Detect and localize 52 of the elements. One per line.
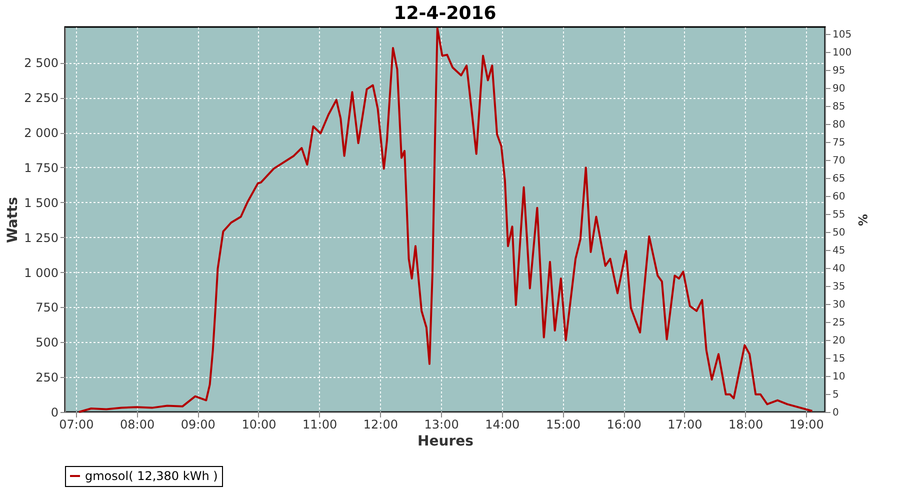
y2-tick-label: 75 <box>832 138 846 149</box>
y2-tick-label: 80 <box>832 120 846 131</box>
legend-label: gmosol( 12,380 kWh ) <box>85 469 218 483</box>
x-tick-label: 18:00 <box>728 418 764 432</box>
y-tick-label: 2 500 <box>24 56 58 70</box>
y-tick-label: 1 000 <box>24 266 58 280</box>
x-tick-label: 14:00 <box>485 418 520 432</box>
y2-tick-label: 60 <box>832 192 846 203</box>
x-tick-label: 11:00 <box>302 418 338 432</box>
x-tick-label: 17:00 <box>668 418 702 432</box>
x-tick-label: 12:00 <box>363 418 398 432</box>
chart-title: 12-4-2016 <box>394 3 496 24</box>
y-axis-title: Watts <box>5 196 22 244</box>
y2-tick-label: 90 <box>832 84 846 95</box>
y2-axis-title: % <box>856 214 870 226</box>
x-tick-label: 10:00 <box>242 418 276 432</box>
x-tick-label: 13:00 <box>424 418 459 432</box>
y2-tick-label: 70 <box>832 156 846 167</box>
y-tick-label: 1 250 <box>24 230 58 245</box>
y2-tick-label: 95 <box>832 66 846 77</box>
line-series <box>78 27 814 413</box>
y2-tick-label: 20 <box>832 336 846 347</box>
y2-tick-label: 85 <box>832 102 846 113</box>
y-tick-label: 500 <box>36 336 58 350</box>
y2-tick-label: 30 <box>832 300 846 311</box>
y-tick-label: 2 000 <box>24 126 58 140</box>
y2-tick-label: 55 <box>832 210 846 221</box>
y2-tick-label: 15 <box>832 354 846 365</box>
x-tick-label: 19:00 <box>789 418 824 432</box>
y-tick-label: 1 500 <box>24 196 58 210</box>
y2-tick-label: 10 <box>832 372 846 383</box>
y-tick-label: 0 <box>50 406 58 420</box>
y2-tick-label: 105 <box>832 30 852 41</box>
x-tick-label: 09:00 <box>180 418 216 432</box>
x-tick-label: 07:00 <box>59 418 94 432</box>
y2-tick-label: 45 <box>832 246 846 257</box>
y-tick-label: 750 <box>36 300 58 315</box>
y2-tick-label: 5 <box>832 390 839 401</box>
y2-tick-label: 50 <box>832 228 846 239</box>
y2-tick-label: 65 <box>832 174 846 185</box>
x-tick-label: 16:00 <box>606 418 642 432</box>
y2-tick-label: 25 <box>832 318 846 329</box>
y2-tick-label: 100 <box>832 48 852 59</box>
x-axis-title: Heures <box>418 434 474 450</box>
y-tick-label: 2 250 <box>24 91 58 106</box>
y-tick-label: 250 <box>36 370 58 385</box>
y2-tick-label: 40 <box>832 264 846 275</box>
y-tick-label: 1 750 <box>24 160 58 175</box>
y2-tick-label: 35 <box>832 282 846 293</box>
x-tick-label: 15:00 <box>546 418 581 432</box>
x-tick-label: 08:00 <box>120 418 155 432</box>
y2-tick-label: 0 <box>832 408 839 418</box>
